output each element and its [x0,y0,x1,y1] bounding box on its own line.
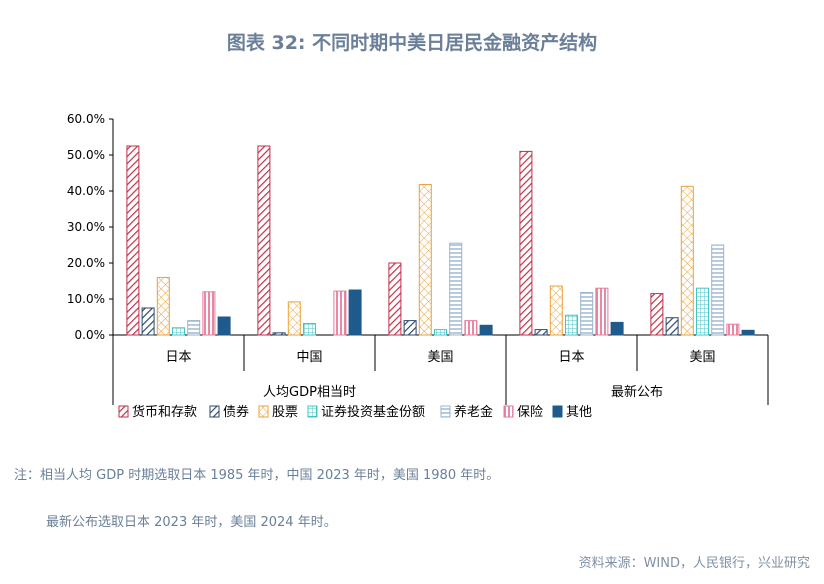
bar [650,293,664,336]
x-tick-label: 美国 [689,350,715,365]
bar [479,324,493,336]
bar [202,291,216,336]
x-tick-label: 美国 [427,350,453,365]
footnote-2: 最新公布选取日本 2023 年时，美国 2024 年时。 [46,515,337,530]
y-tick-label: 10.0% [67,292,105,306]
legend-label: 保险 [517,405,543,420]
bar [418,184,432,336]
bar [388,262,402,336]
bar [519,150,533,336]
bar [534,329,548,336]
y-tick-label: 0.0% [75,328,106,342]
legend-swatch [209,405,220,418]
bar [272,332,286,336]
bar [565,314,578,336]
bar [726,323,740,336]
bar [333,290,347,336]
bar [434,329,447,336]
bar [549,285,563,336]
legend-swatch [118,405,129,418]
bar [287,301,301,336]
y-tick-label: 40.0% [67,184,105,198]
bar [303,322,316,336]
bar [741,329,755,336]
footnote-1: 注：相当人均 GDP 时期选取日本 1985 年时，中国 2023 年时，美国 … [14,468,500,483]
y-tick-label: 30.0% [67,220,105,234]
legend-label: 养老金 [454,404,493,420]
legend-label: 债券 [223,404,249,420]
bar [156,276,170,336]
source-note: 资料来源：WIND，人民银行，兴业研究 [578,556,810,571]
legend-label: 股票 [272,405,298,420]
bar [665,317,679,336]
bar [711,244,725,336]
x-tick-label: 日本 [558,350,584,365]
y-tick-label: 50.0% [67,148,105,162]
bar [257,145,271,336]
bar [141,307,155,336]
x-tick-label: 日本 [165,350,191,365]
y-tick-label: 20.0% [67,256,105,270]
bar [449,242,463,336]
group-label: 最新公布 [611,384,663,400]
bar [580,292,594,336]
legend-swatch [307,405,318,418]
legend-swatch [440,405,451,418]
legend-swatch [552,405,563,418]
bar [610,321,624,336]
chart-title: 图表 32: 不同时期中美日居民金融资产结构 [226,32,598,54]
legend-label: 证券投资基金份额 [321,404,425,420]
legend-label: 货币和存款 [132,404,197,420]
bar-chart: 0.0% 10.0% 20.0% 30.0% 40.0% 50.0% 60.0% 日本 中国 美国… [67,112,769,420]
bar [187,320,201,336]
y-tick-label: 60.0% [67,112,105,126]
legend-swatch [258,405,269,418]
bar [464,320,478,336]
bar [126,145,140,336]
legend-label: 其他 [566,405,592,420]
bar [680,185,694,336]
group-label: 人均GDP相当时 [263,385,356,400]
x-tick-label: 中国 [296,350,322,365]
bar [595,287,609,336]
legend-swatch [503,405,514,418]
bar [696,287,709,336]
bar [217,316,231,336]
bar [348,289,362,336]
bar [403,320,417,336]
bar [172,327,185,336]
